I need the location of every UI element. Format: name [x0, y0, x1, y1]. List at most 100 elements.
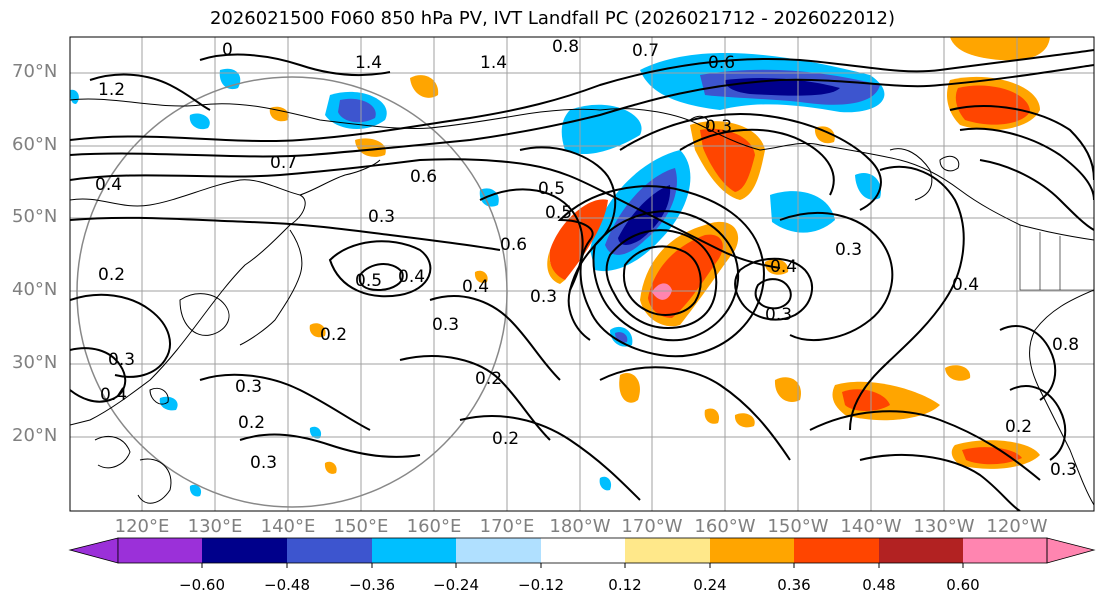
- contour-label: 0.3: [368, 207, 395, 227]
- contour-label: 1.4: [480, 53, 507, 73]
- colorbar-tick-label: 0.12: [608, 576, 642, 594]
- map-title: 2026021500 F060 850 hPa PV, IVT Landfall…: [209, 8, 896, 29]
- contour-label: 0.6: [708, 53, 735, 73]
- contour-label: 0.3: [432, 315, 459, 335]
- pv-positive-small-2: [355, 138, 386, 157]
- lat-label-50n: 50°N: [12, 206, 58, 227]
- pv-positive-small-11: [474, 270, 488, 283]
- colorbar-swatch-8: [710, 538, 794, 563]
- lat-label-30n: 30°N: [12, 352, 58, 373]
- pv-positive-small-13: [814, 126, 835, 144]
- pv-negative-small-9: [599, 476, 612, 491]
- colorbar-tick-label: 0.60: [946, 576, 980, 594]
- contour-label: 0.5: [355, 271, 382, 291]
- pv-negative-small-2: [189, 113, 210, 130]
- map-frame: [69, 36, 1095, 512]
- pv-positive-small-1: [410, 75, 439, 98]
- contour-label: 0.3: [765, 305, 792, 325]
- contour-label: 0.3: [250, 453, 277, 473]
- lon-label-180w: 180°W: [549, 516, 611, 537]
- pv-negative-small-4: [479, 188, 499, 207]
- lat-label-70n: 70°N: [12, 61, 58, 82]
- colorbar-tick-label: −0.60: [179, 576, 225, 594]
- contours: [70, 49, 1094, 511]
- colorbar-swatch-10: [879, 538, 963, 563]
- lon-label-150w: 150°W: [767, 516, 829, 537]
- contour-labels: 0 1.4 0.8 0.7 0.6 1.2 1.4 0.7 0.4 0.6 0.…: [95, 37, 1079, 480]
- colorbar-swatch-6: [541, 538, 625, 563]
- contour-label: 0.4: [952, 275, 979, 295]
- lon-label-170e: 170°E: [479, 516, 535, 537]
- pv-positive-small-3: [269, 106, 289, 122]
- contour-label: 0.3: [1050, 460, 1077, 480]
- lon-label-170w: 170°W: [621, 516, 683, 537]
- colorbar-swatch-2: [202, 538, 287, 563]
- colorbar-frame: [117, 537, 1048, 564]
- colorbar-swatch-4: [372, 538, 456, 563]
- lat-label-20n: 20°N: [12, 425, 58, 446]
- borders: [1019, 225, 1094, 291]
- pv-negative-region-gulf: [770, 191, 835, 233]
- lon-label-140e: 140°E: [260, 516, 316, 537]
- contour-label: 0.3: [835, 240, 862, 260]
- lat-label-40n: 40°N: [12, 279, 58, 300]
- lon-label-130e: 130°E: [187, 516, 243, 537]
- pv-negative-small-8: [189, 484, 202, 497]
- range-circle: [76, 76, 508, 508]
- pv-negative-small-10: [159, 396, 178, 411]
- colorbar-swatch-1: [118, 538, 202, 563]
- colorbar-tick-label: −0.36: [349, 576, 395, 594]
- pv-positive-core-north: [700, 128, 755, 192]
- colorbar-tick-label: −0.12: [518, 576, 564, 594]
- lon-label-140w: 140°W: [840, 516, 902, 537]
- pv-shading: [70, 37, 1050, 497]
- colorbar-tick-label: 0.48: [862, 576, 896, 594]
- colorbar-swatch-3: [287, 538, 372, 563]
- contour-label: 0.8: [552, 37, 579, 57]
- pv-positive-max-ridge: [652, 283, 672, 300]
- contour-label: 0.6: [500, 235, 527, 255]
- lon-label-160w: 160°W: [694, 516, 756, 537]
- pv-positive-core-ne: [955, 85, 1030, 125]
- pv-positive-small-6: [774, 377, 801, 402]
- graticule: [70, 37, 1094, 511]
- contour-label: 0.2: [320, 325, 347, 345]
- contour-label: 0.3: [705, 117, 732, 137]
- contour-label: 0.2: [238, 413, 265, 433]
- contour-label: 0.7: [270, 153, 297, 173]
- colorbar-swatch-7: [625, 538, 710, 563]
- pv-positive-region-ne-top: [950, 37, 1050, 61]
- contour-label: 0.2: [492, 429, 519, 449]
- contour-label: 0.3: [530, 287, 557, 307]
- contour-label: 0.2: [475, 369, 502, 389]
- pv-positive-left-trough-edge: [547, 250, 565, 284]
- pv-negative-small-7: [309, 426, 322, 439]
- contour-label: 0: [222, 40, 233, 60]
- pv-positive-core-sw: [962, 447, 1022, 465]
- colorbar-swatch-9: [794, 538, 879, 563]
- pv-negative-small-5: [855, 172, 881, 200]
- contour-label: 0.7: [632, 41, 659, 61]
- colorbar-tick-label: 0.36: [777, 576, 811, 594]
- colorbar-swatch-11: [963, 538, 1047, 563]
- contour-label: 0.3: [108, 350, 135, 370]
- contour-label: 0.4: [770, 257, 797, 277]
- contour-label: 1.4: [355, 53, 382, 73]
- pv-negative-small-6: [70, 89, 79, 104]
- lon-label-150e: 150°E: [333, 516, 389, 537]
- pv-negative-core-west: [338, 98, 376, 123]
- colorbar: [68, 537, 1096, 568]
- pv-positive-small-8: [734, 413, 755, 428]
- pv-positive-left-trough: [549, 199, 608, 280]
- lat-label-60n: 60°N: [12, 134, 58, 155]
- pv-negative-region-north: [561, 104, 642, 155]
- contour-label: 0.8: [1052, 335, 1079, 355]
- contour-label: 0.4: [100, 385, 127, 405]
- contour-label: 0.3: [235, 377, 262, 397]
- colorbar-swatch-5: [456, 538, 541, 563]
- pv-positive-small-12: [324, 461, 337, 474]
- contour-label: 0.5: [538, 179, 565, 199]
- contour-label: 0.4: [462, 277, 489, 297]
- colorbar-extend-high: [1046, 537, 1096, 564]
